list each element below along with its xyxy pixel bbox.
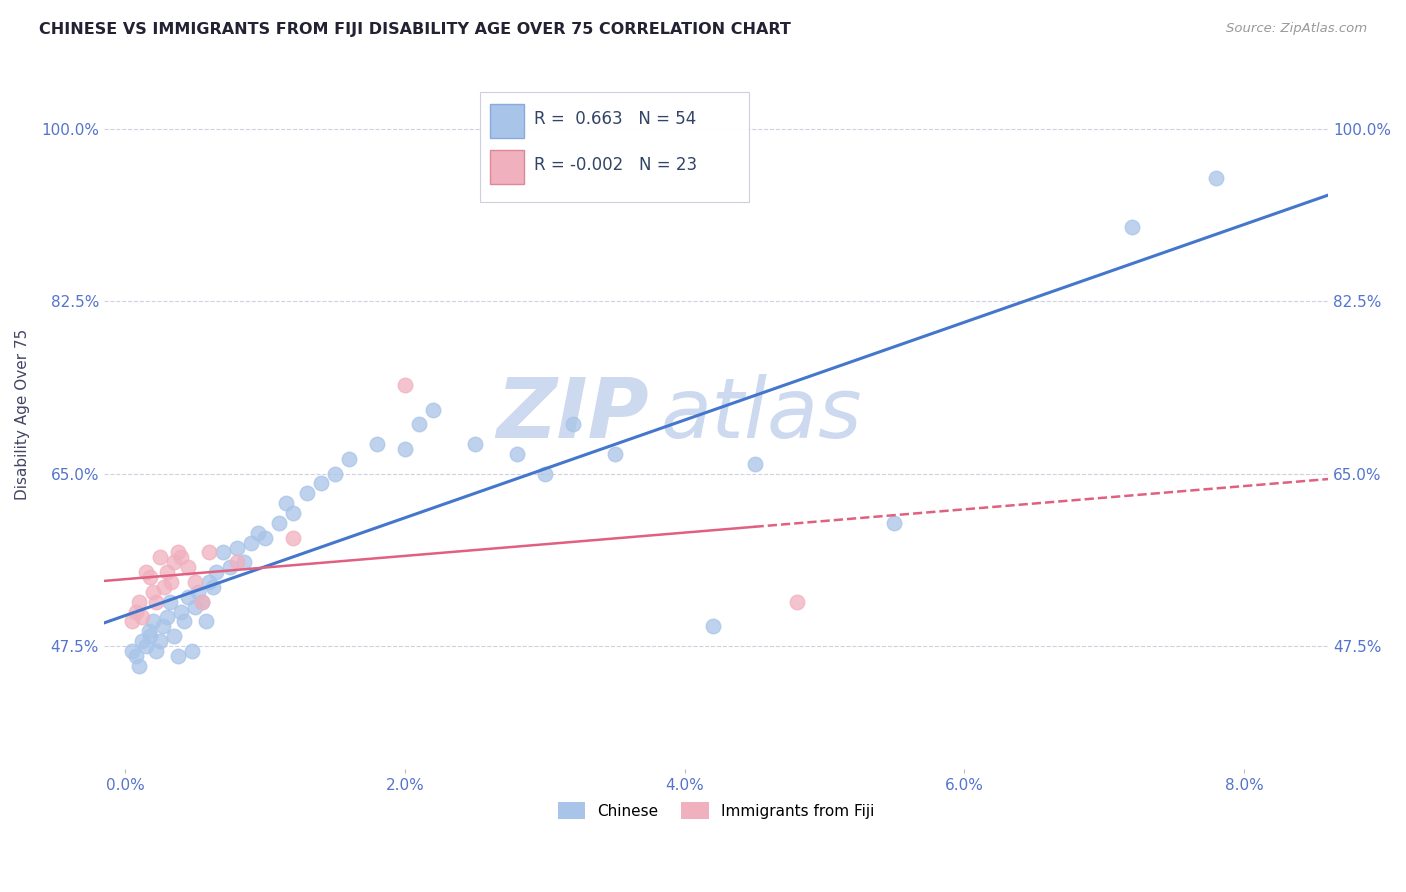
Text: ZIP: ZIP <box>496 374 648 455</box>
Point <box>225 555 247 569</box>
Point <box>135 639 157 653</box>
FancyBboxPatch shape <box>489 150 524 184</box>
Point <box>139 629 162 643</box>
Point <box>142 585 165 599</box>
Point <box>883 516 905 530</box>
Point <box>163 555 186 569</box>
Point <box>337 451 360 466</box>
Y-axis label: Disability Age Over 75: Disability Age Over 75 <box>15 329 30 500</box>
Point <box>125 605 148 619</box>
Point <box>232 555 254 569</box>
Point <box>173 615 195 629</box>
Point <box>121 644 143 658</box>
Point <box>153 580 176 594</box>
Point <box>198 545 221 559</box>
Point <box>239 535 262 549</box>
Point <box>145 595 167 609</box>
Point <box>184 574 207 589</box>
Point <box>1121 220 1143 235</box>
Point <box>219 560 242 574</box>
Point <box>142 615 165 629</box>
Text: Source: ZipAtlas.com: Source: ZipAtlas.com <box>1226 22 1367 36</box>
Point <box>167 545 190 559</box>
Text: R = -0.002   N = 23: R = -0.002 N = 23 <box>534 155 697 174</box>
Point <box>533 467 555 481</box>
Point <box>159 595 181 609</box>
Point <box>156 565 179 579</box>
Point <box>149 550 172 565</box>
Point <box>422 402 444 417</box>
Point <box>561 417 583 432</box>
Point <box>139 570 162 584</box>
Point <box>505 447 527 461</box>
Point <box>177 560 200 574</box>
Point <box>786 595 808 609</box>
Point <box>603 447 626 461</box>
Point <box>128 595 150 609</box>
Point <box>408 417 430 432</box>
Point <box>131 634 153 648</box>
Point <box>152 619 174 633</box>
Point <box>121 615 143 629</box>
Point <box>138 624 160 639</box>
Point <box>170 550 193 565</box>
Point <box>394 442 416 456</box>
Point <box>160 574 183 589</box>
Point <box>212 545 235 559</box>
Text: CHINESE VS IMMIGRANTS FROM FIJI DISABILITY AGE OVER 75 CORRELATION CHART: CHINESE VS IMMIGRANTS FROM FIJI DISABILI… <box>39 22 792 37</box>
Point <box>177 590 200 604</box>
Point <box>309 476 332 491</box>
Point <box>246 525 269 540</box>
Point <box>744 457 766 471</box>
Point <box>163 629 186 643</box>
Point <box>225 541 247 555</box>
Point <box>253 531 276 545</box>
Point <box>170 605 193 619</box>
Point <box>202 580 225 594</box>
Point <box>281 531 304 545</box>
Point <box>205 565 228 579</box>
Point <box>394 377 416 392</box>
Point <box>135 565 157 579</box>
Point <box>274 496 297 510</box>
Point <box>125 648 148 663</box>
Point <box>149 634 172 648</box>
Point <box>281 506 304 520</box>
Point <box>366 437 388 451</box>
Point <box>464 437 486 451</box>
Point <box>295 486 318 500</box>
Point <box>702 619 724 633</box>
Point <box>145 644 167 658</box>
Text: atlas: atlas <box>661 374 863 455</box>
Point <box>167 648 190 663</box>
Point <box>267 516 290 530</box>
FancyBboxPatch shape <box>479 92 749 202</box>
Point <box>181 644 204 658</box>
Point <box>156 609 179 624</box>
Point <box>198 574 221 589</box>
Point <box>195 615 218 629</box>
Text: R =  0.663   N = 54: R = 0.663 N = 54 <box>534 110 696 128</box>
Point <box>1205 170 1227 185</box>
Legend: Chinese, Immigrants from Fiji: Chinese, Immigrants from Fiji <box>551 796 880 825</box>
Point <box>131 609 153 624</box>
Point <box>191 595 214 609</box>
Point <box>187 585 209 599</box>
Point <box>323 467 346 481</box>
FancyBboxPatch shape <box>489 103 524 137</box>
Point <box>184 599 207 614</box>
Point <box>128 658 150 673</box>
Point <box>191 595 214 609</box>
